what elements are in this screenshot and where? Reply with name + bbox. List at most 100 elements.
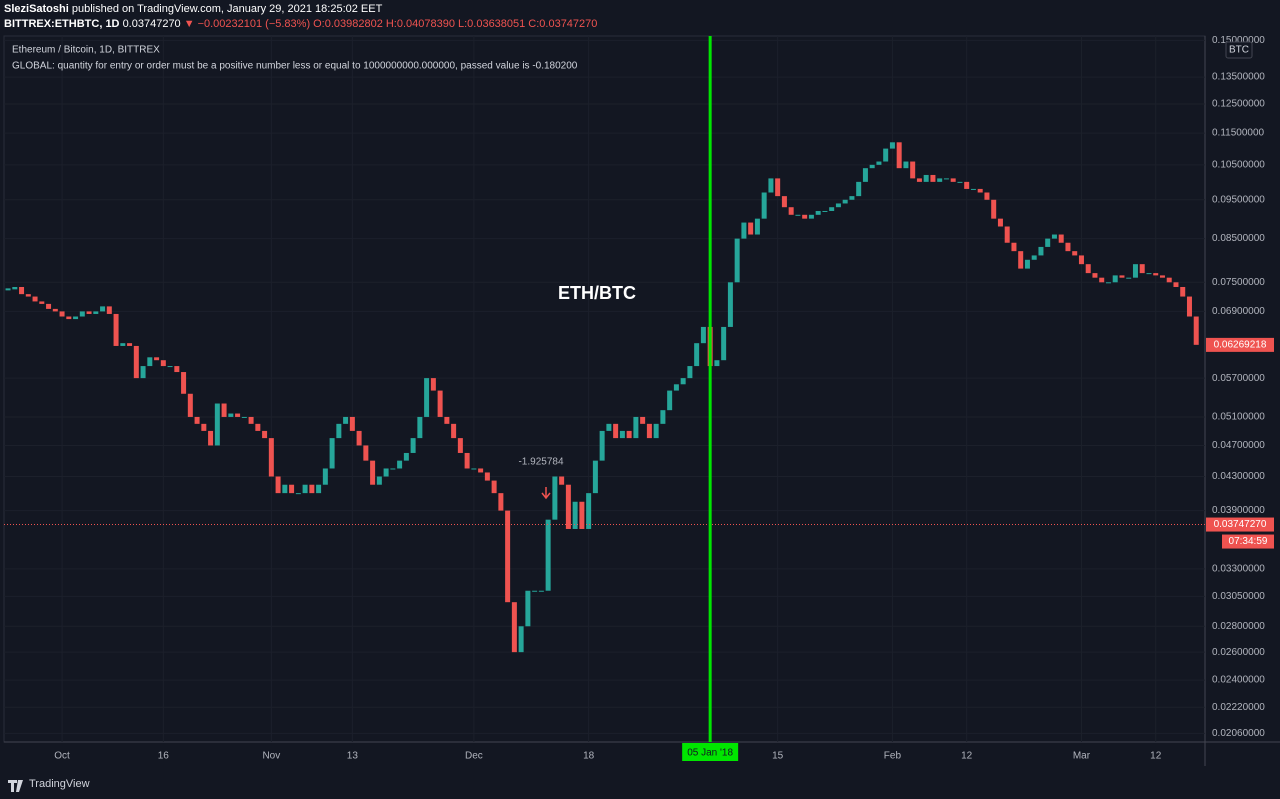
candle [1065,242,1071,252]
candle [984,192,990,200]
candle [322,468,328,485]
candle [403,452,409,461]
candle [1186,296,1192,317]
candle [633,416,639,439]
candle [221,403,227,417]
candle [525,590,531,627]
candle [559,476,565,485]
candle [113,313,119,346]
candle [1126,277,1132,279]
candle [59,311,65,317]
candle [599,430,605,461]
candle [275,476,281,494]
candle [356,430,362,446]
candle [316,484,322,494]
candle [923,174,929,182]
candle [437,390,443,417]
candle [815,210,821,215]
candle [579,501,585,529]
x-tick-label: Mar [1073,751,1091,762]
candle [363,445,369,461]
plot-area [3,35,1206,743]
candle [383,468,389,477]
candle [619,430,625,439]
y-tick-label: 0.13500000 [1212,72,1265,83]
candle [1072,251,1078,256]
candle [39,301,45,304]
candle [484,472,490,481]
candle [133,345,139,379]
candle [208,430,214,446]
x-tick-label: Oct [54,751,70,762]
candle [397,460,403,469]
y-tick-label: 0.02800000 [1212,621,1265,632]
candle [1193,316,1199,345]
candle [25,294,31,297]
candle [721,326,727,361]
candle [66,316,72,320]
candle [646,423,652,439]
candle [505,510,511,603]
candle [1153,273,1159,276]
candle [748,222,754,235]
candle [532,590,538,592]
candle [754,218,760,235]
x-tick-label: Nov [262,751,280,762]
candle [916,178,922,182]
candle [1051,234,1057,239]
candle [781,196,787,208]
y-tick-label: 0.04700000 [1212,440,1265,451]
candle [73,316,79,320]
candle [329,438,335,469]
candle [835,203,841,208]
candle [241,416,247,418]
chart-title: ETH/BTC [558,283,636,303]
candle [106,306,112,314]
candle [214,403,220,446]
candle [565,484,571,529]
candle [52,308,58,312]
candle [491,480,497,494]
candle [1119,275,1125,278]
candle [498,493,504,511]
ohlc: L:0.03638051 [457,18,526,30]
symbol: BITTREX:ETHBTC, 1D [4,18,120,30]
candle [160,360,166,367]
candle [268,438,274,477]
author: SleziSatoshi [4,3,69,15]
candle [660,410,666,424]
y-tick-label: 0.03050000 [1212,591,1265,602]
candle [282,484,288,494]
candle [1105,282,1111,284]
candle [1038,246,1044,256]
x-tick-label: 15 [772,751,784,762]
candle [228,413,234,417]
ohlc: C:0.03747270 [528,18,598,30]
candle [889,142,895,149]
candle [768,178,774,193]
x-tick-label: Dec [465,751,483,762]
y-tick-label: 0.02400000 [1212,675,1265,686]
candle [680,378,686,385]
price-box [1206,337,1274,352]
candle [545,519,551,591]
candle [997,218,1003,227]
candle [424,378,430,417]
candle [127,343,133,346]
candle [174,366,180,373]
candle [120,343,126,346]
x-tick-label: 12 [961,751,973,762]
y-tick-label: 0.02220000 [1212,702,1265,713]
y-tick-label: 0.15000000 [1212,35,1265,46]
candle [842,199,848,204]
candle [1166,277,1172,283]
currency: BTC [1229,45,1249,56]
candle [856,181,862,197]
candle [1132,264,1138,278]
candle [862,168,868,182]
legend-title: Ethereum / Bitcoin, 1D, BITTREX [12,45,160,56]
candle [1099,277,1105,283]
candle [1092,273,1098,278]
candle [140,366,146,379]
